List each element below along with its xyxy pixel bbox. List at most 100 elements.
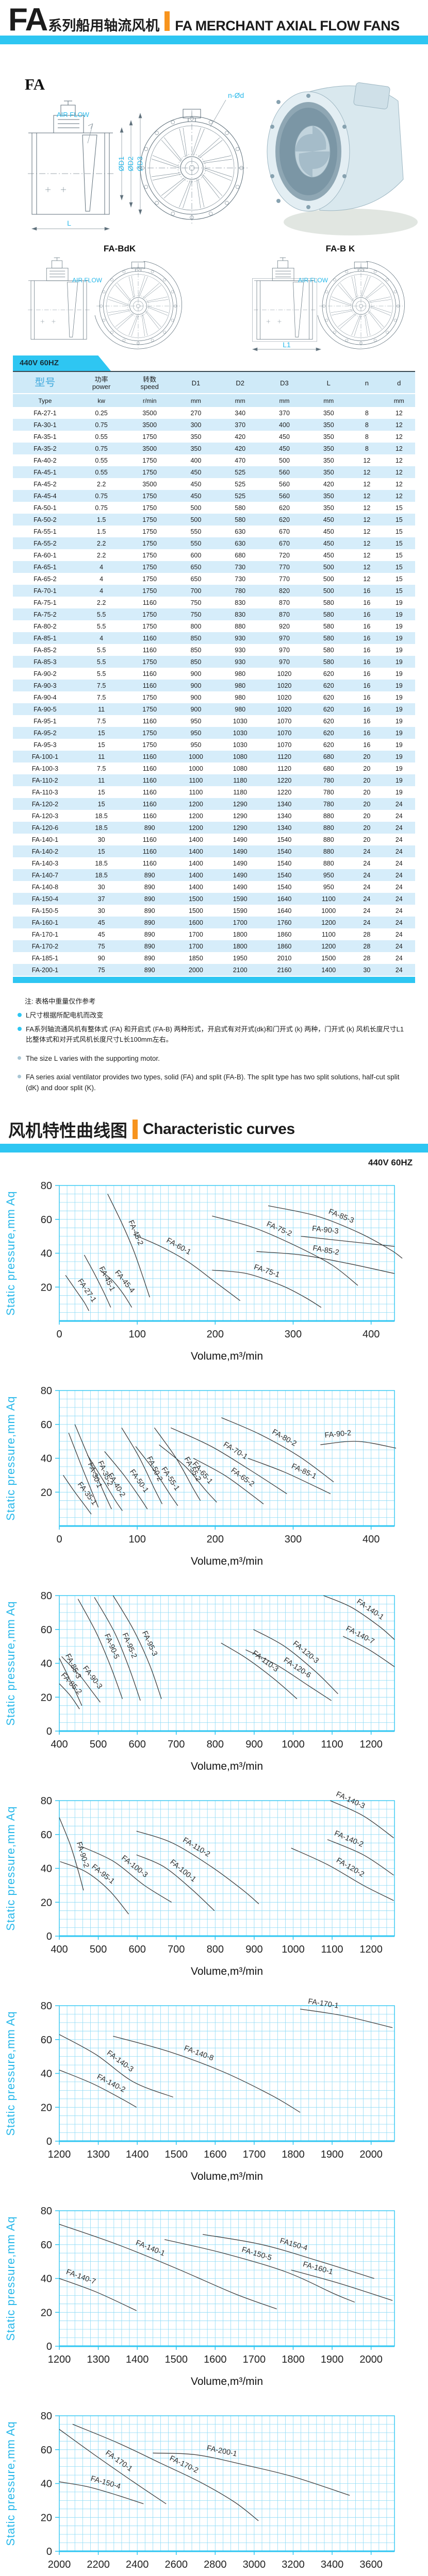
table-cell: 450 — [173, 490, 218, 502]
table-cell: 1490 — [218, 845, 262, 857]
table-row: FA-120-2 15 1160 1200 1290 1340 780 20 24 — [13, 798, 415, 810]
curve-FA-40-2 — [87, 1454, 123, 1512]
table-cell: 1160 — [125, 680, 174, 691]
notes-section: 注: 表格中重量仅作参考 L尺寸根据所配电机而改变 FA系列轴流通风机有整体式 (F… — [0, 983, 428, 1094]
table-cell: 24 — [363, 907, 371, 914]
x-tick-label: 1100 — [321, 1944, 343, 1955]
table-cell: 1750 — [125, 466, 174, 478]
x-tick-label: 700 — [168, 1739, 185, 1750]
table-cell: 525 — [235, 480, 246, 488]
table-cell: 24 — [383, 822, 415, 834]
table-cell: 1160 — [125, 774, 174, 786]
table-cell: 350 — [306, 490, 351, 502]
table-cell: 12 — [351, 537, 383, 549]
table-cell: FA-170-2 — [13, 940, 77, 952]
x-tick-label: 1700 — [243, 2149, 266, 2160]
note-en: FA series axial ventilator provides two … — [18, 1072, 410, 1094]
table-cell: 12 — [395, 456, 403, 464]
table-cell: 970 — [279, 646, 290, 654]
col-header: D2 — [218, 371, 262, 394]
x-tick-label: 3200 — [282, 2559, 305, 2570]
x-tick-label: 600 — [128, 1944, 145, 1955]
curve-label: FA-60-1 — [165, 1236, 192, 1257]
table-cell: 19 — [383, 703, 415, 715]
table-row: FA-140-8 30 890 1400 1490 1540 950 24 24 — [13, 881, 415, 893]
table-cell: 24 — [395, 859, 403, 867]
table-cell: 1020 — [262, 703, 307, 715]
table-row: FA-50-1 0.75 1750 500 580 620 350 12 15 — [13, 502, 415, 514]
table-cell: 1490 — [233, 836, 248, 843]
front-view-split-2 — [317, 261, 405, 349]
fan-drawings: FA AIR FLOW ØD1 ØD2 ØD3 L n-Ød — [25, 75, 418, 351]
table-cell: 0.55 — [95, 433, 108, 440]
table-cell: 1080 — [218, 751, 262, 762]
curve-label: FA-85-2 — [312, 1244, 340, 1257]
table-cell: 15 — [395, 575, 403, 583]
table-cell: 15 — [97, 788, 105, 796]
table-cell: 20 — [363, 765, 371, 772]
table-cell: 780 — [306, 798, 351, 810]
table-cell: 370 — [279, 409, 290, 417]
charts-voltage-label: 440V 60HZ — [368, 1158, 413, 1168]
table-cell: 7.5 — [96, 765, 106, 772]
x-tick-label: 500 — [90, 1739, 107, 1750]
table-cell: 16 — [351, 680, 383, 691]
y-tick-label: 0 — [46, 2341, 52, 2352]
table-cell: 15 — [383, 585, 415, 597]
table-cell: FA-75-2 — [13, 608, 77, 620]
curve-FA-90-3 — [301, 1236, 395, 1247]
curve-FA-120-2 — [291, 1848, 394, 1901]
table-cell: 900 — [190, 670, 202, 677]
table-cell: 20 — [363, 788, 371, 796]
table-cell: 15 — [383, 537, 415, 549]
table-cell: 420 — [235, 433, 246, 440]
col-unit: mm — [306, 393, 351, 407]
table-cell: 12 — [395, 409, 403, 417]
air-flow-label-3: AIR FLOW — [298, 277, 328, 284]
table-cell: 1750 — [142, 551, 157, 559]
table-cell: 650 — [190, 575, 202, 583]
col-unit: mm — [262, 393, 307, 407]
col-header: 型号 — [13, 371, 77, 394]
table-cell: 1700 — [173, 940, 218, 952]
table-cell: 1160 — [142, 670, 157, 677]
dimension-lines — [31, 112, 142, 231]
table-cell: FA-85-1 — [13, 632, 77, 644]
table-cell: 12 — [363, 504, 371, 512]
curves-section-header: 风机特性曲线图 Characteristic curves — [0, 1108, 428, 1153]
table-cell: 450 — [306, 537, 351, 549]
x-axis-label: Volume,m³/min — [191, 2376, 263, 2387]
table-cell: 890 — [125, 917, 174, 928]
curve-FA-140-7 — [342, 1636, 395, 1667]
table-cell: 19 — [383, 727, 415, 739]
table-cell: 19 — [383, 680, 415, 691]
y-axis-label: Static pressure,mm Aq — [4, 1191, 17, 1316]
chart-svg: 20 40 60 80 0 100 200 300 400 Volume,m³/min Static… — [4, 1385, 397, 1567]
note-zh: FA系列轴流通风机有整体式 (FA) 和开启式 (FA-B) 两种形式，开启式有… — [18, 1024, 410, 1045]
table-cell: FA-140-7 — [13, 869, 77, 881]
table-cell: 500 — [306, 561, 351, 573]
curve-label: FA-110-2 — [182, 1836, 211, 1859]
table-cell: 24 — [395, 883, 403, 891]
x-tick-label: 900 — [245, 1739, 262, 1750]
table-cell: 19 — [395, 788, 403, 796]
table-cell: FA-40-2 — [34, 456, 57, 464]
table-cell: 19 — [383, 608, 415, 620]
table-cell: 1860 — [262, 940, 307, 952]
table-cell: 890 — [125, 940, 174, 952]
characteristic-chart-5: 0 20 40 60 80 1200 1300 1400 1500 1600 1700 1800 190… — [0, 1990, 428, 2195]
table-cell: 16 — [351, 656, 383, 668]
table-cell: 20 — [351, 774, 383, 786]
col-unit — [351, 393, 383, 407]
curve-FA-140-1 — [323, 1595, 395, 1640]
table-cell: 1400 — [188, 859, 203, 867]
curve-FA-140-2 — [327, 1839, 394, 1876]
table-cell: 0.55 — [77, 466, 126, 478]
x-axis-label: Volume,m³/min — [191, 1760, 263, 1772]
grid — [59, 1800, 395, 1937]
curve-label: FA-140-1 — [135, 2239, 166, 2258]
table-cell: FA-100-3 — [31, 765, 59, 772]
table-cell: 1750 — [125, 727, 174, 739]
